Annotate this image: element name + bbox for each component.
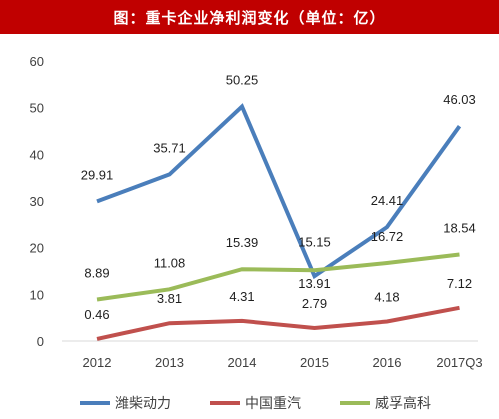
- x-tick-label: 2015: [300, 355, 329, 370]
- x-tick-label: 2016: [373, 355, 402, 370]
- data-label: 35.71: [153, 140, 186, 155]
- y-tick-label: 40: [30, 147, 44, 162]
- data-label: 0.46: [84, 307, 109, 322]
- series-line-2: [96, 252, 460, 302]
- legend-label: 威孚高科: [375, 395, 431, 412]
- legend-label: 潍柴动力: [115, 396, 171, 412]
- data-labels: 29.91 35.71 50.25 13.91 24.41 46.03 0.46 3.81 4.…: [81, 73, 476, 322]
- line-chart: 0 10 20 30 40 50 60 2012 2013 2014 2015 2016 2017Q3…: [30, 54, 483, 412]
- y-tick-label: 30: [30, 194, 44, 209]
- series-line-1: [96, 305, 460, 341]
- x-tick-label: 2013: [155, 355, 184, 370]
- data-label: 8.89: [84, 266, 109, 281]
- data-label: 24.41: [371, 193, 404, 208]
- data-label: 29.91: [81, 167, 114, 182]
- x-tick-label: 2014: [228, 355, 257, 370]
- data-label: 15.39: [226, 235, 259, 250]
- chart-title: 图：重卡企业净利润变化（单位：亿）: [113, 8, 386, 27]
- chart-title-bar: 图：重卡企业净利润变化（单位：亿）: [0, 0, 499, 34]
- data-label: 16.72: [371, 229, 404, 244]
- data-label: 15.15: [298, 234, 331, 249]
- data-label: 7.12: [447, 276, 472, 291]
- y-tick-label: 20: [30, 241, 44, 256]
- y-tick-label: 10: [30, 287, 44, 302]
- y-tick-label: 60: [30, 54, 44, 69]
- data-label: 13.91: [298, 276, 331, 291]
- data-label: 11.08: [154, 255, 186, 270]
- data-label: 2.79: [302, 296, 327, 311]
- y-tick-label: 50: [30, 101, 44, 116]
- data-label: 46.03: [443, 92, 476, 107]
- data-label: 4.18: [374, 289, 399, 304]
- series-lines: [96, 103, 462, 341]
- legend-label: 中国重汽: [245, 396, 301, 412]
- data-label: 3.81: [157, 291, 182, 306]
- legend: 潍柴动力 中国重汽 威孚高科: [80, 395, 431, 412]
- series-line-0: [96, 103, 462, 280]
- x-tick-label: 2012: [83, 355, 112, 370]
- y-axis: 0 10 20 30 40 50 60: [30, 54, 44, 349]
- data-label: 50.25: [226, 73, 259, 88]
- y-tick-label: 0: [37, 334, 44, 349]
- x-tick-label: 2017Q3: [436, 355, 482, 370]
- x-axis: 2012 2013 2014 2015 2016 2017Q3: [62, 340, 483, 370]
- data-label: 18.54: [443, 220, 476, 235]
- data-label: 4.31: [229, 289, 254, 304]
